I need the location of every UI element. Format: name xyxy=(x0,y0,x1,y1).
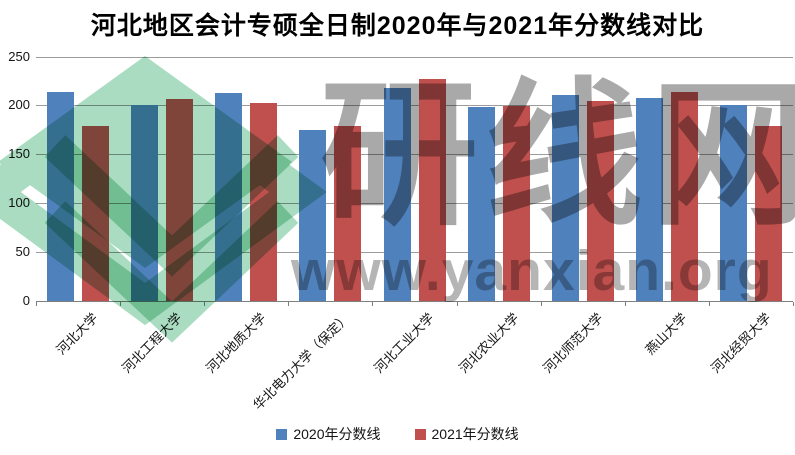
gridline-y200 xyxy=(36,105,793,107)
bar-2020年分数线-河北农业大学 xyxy=(467,107,495,301)
y-axis-tick-label: 100 xyxy=(8,195,30,211)
bar-2021年分数线-河北经贸大学 xyxy=(754,125,782,301)
bar-2020年分数线-华北电力大学（保定） xyxy=(299,129,327,301)
x-axis-tick xyxy=(540,302,542,306)
bar-2020年分数线-河北工业大学 xyxy=(383,87,411,301)
watermark-url-text: www.yanxian.org xyxy=(291,239,773,303)
x-axis-tick xyxy=(624,302,626,306)
x-axis-tick xyxy=(708,302,710,306)
x-axis-tick xyxy=(204,302,206,306)
chart-title: 河北地区会计专硕全日制2020年与2021年分数线对比 xyxy=(90,12,705,40)
y-axis-tick-label: 50 xyxy=(15,244,30,260)
x-axis-category-label: 河北经贸大学 xyxy=(707,310,774,376)
y-axis-tick-label: 150 xyxy=(8,146,30,162)
bar-2020年分数线-河北师范大学 xyxy=(551,94,579,301)
bar-2021年分数线-河北农业大学 xyxy=(502,106,530,301)
legend-label: 2021年分数线 xyxy=(431,426,519,442)
bar-2020年分数线-燕山大学 xyxy=(635,97,663,301)
x-axis-tick xyxy=(372,302,374,306)
gridline-y150 xyxy=(36,154,793,156)
x-axis-category-label: 河北大学 xyxy=(53,310,101,358)
gridline-y0 xyxy=(36,301,793,302)
bar-2020年分数线-河北工程大学 xyxy=(131,105,159,301)
y-axis-tick-label: 200 xyxy=(8,97,30,113)
bar-2021年分数线-河北工程大学 xyxy=(166,98,194,301)
x-axis-tick xyxy=(288,302,290,306)
y-axis-tick-label: 0 xyxy=(22,293,30,308)
y-axis-tick-label: 250 xyxy=(8,48,30,64)
legend-item-2020年分数线: 2020年分数线 xyxy=(276,424,381,444)
bar-2021年分数线-燕山大学 xyxy=(670,91,698,301)
x-axis-category-label: 燕山大学 xyxy=(642,310,690,358)
bar-2021年分数线-华北电力大学（保定） xyxy=(334,125,362,301)
bar-2021年分数线-河北工业大学 xyxy=(418,78,446,301)
x-axis-category-label: 河北工程大学 xyxy=(119,310,185,376)
gridline-y50 xyxy=(36,252,793,254)
x-axis-tick xyxy=(120,302,122,306)
legend-label: 2020年分数线 xyxy=(293,426,381,442)
bar-2021年分数线-河北师范大学 xyxy=(586,101,614,301)
x-axis-category-label: 河北农业大学 xyxy=(455,310,522,376)
x-axis-tick xyxy=(793,302,794,306)
x-axis-category-label: 河北地质大学 xyxy=(203,310,270,376)
bar-2021年分数线-河北大学 xyxy=(82,125,110,301)
legend-swatch-icon xyxy=(414,428,426,440)
x-axis-tick xyxy=(456,302,458,306)
x-axis-tick xyxy=(36,302,37,306)
bar-2020年分数线-河北地质大学 xyxy=(215,92,243,301)
x-axis-category-label: 河北师范大学 xyxy=(539,310,606,376)
bar-2021年分数线-河北地质大学 xyxy=(250,103,278,301)
gridline-y100 xyxy=(36,203,793,205)
legend-swatch-icon xyxy=(276,428,288,440)
bar-2020年分数线-河北经贸大学 xyxy=(719,105,747,301)
bar-2020年分数线-河北大学 xyxy=(47,91,75,301)
chart-legend: 2020年分数线 2021年分数线 xyxy=(0,424,795,444)
gridline-y250 xyxy=(36,56,793,58)
legend-item-2021年分数线: 2021年分数线 xyxy=(414,424,519,444)
x-axis-category-label: 河北工业大学 xyxy=(371,310,438,376)
